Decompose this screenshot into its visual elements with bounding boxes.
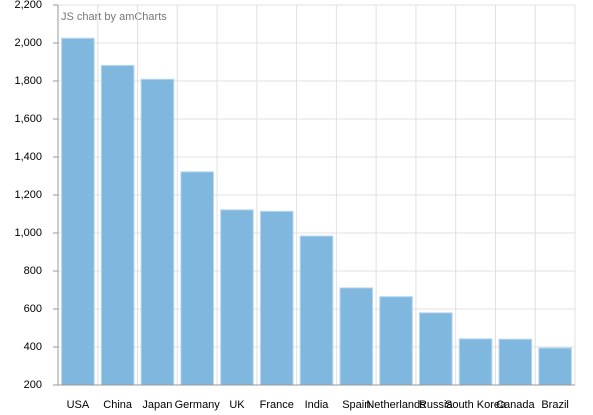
bar [458, 338, 493, 386]
x-tick-label: France [260, 399, 294, 411]
bar [379, 296, 413, 386]
bar [259, 210, 294, 386]
x-tick-label: South Korea [445, 399, 507, 411]
bar [339, 287, 374, 386]
bar [61, 37, 95, 386]
y-tick-label: 200 [24, 379, 42, 391]
bar [140, 78, 175, 386]
x-tick-label: Netherlands [366, 399, 426, 411]
bar [180, 171, 214, 386]
x-tick-label: India [305, 399, 330, 411]
y-tick-label: 2,000 [14, 37, 42, 49]
y-tick-label: 1,600 [14, 113, 42, 125]
y-tick-label: 1,800 [14, 75, 42, 87]
y-tick-label: 1,200 [14, 189, 42, 201]
x-tick-label: Spain [342, 399, 370, 411]
x-tick-label: UK [229, 399, 245, 411]
y-tick-label: 1,000 [14, 227, 42, 239]
y-tick-label: 400 [24, 341, 42, 353]
y-tick-label: 600 [24, 303, 42, 315]
y-tick-label: 1,400 [14, 151, 42, 163]
bar [419, 312, 453, 386]
x-tick-label: Japan [142, 399, 172, 411]
bar [220, 209, 254, 386]
bar [299, 235, 334, 386]
x-tick-label: Brazil [541, 399, 569, 411]
y-tick-label: 2,200 [14, 0, 42, 11]
bar [538, 347, 572, 386]
x-tick-label: China [103, 399, 133, 411]
x-tick-label: Russia [419, 399, 454, 411]
bar [100, 64, 135, 386]
y-tick-label: 800 [24, 265, 42, 277]
x-tick-label: Canada [496, 399, 535, 411]
chart-credit: JS chart by amCharts [61, 11, 167, 23]
bar [498, 338, 533, 386]
x-tick-label: Germany [175, 399, 221, 411]
x-tick-label: USA [67, 399, 90, 411]
